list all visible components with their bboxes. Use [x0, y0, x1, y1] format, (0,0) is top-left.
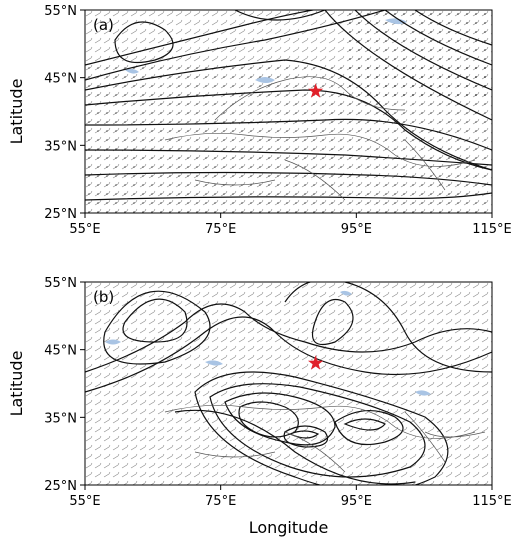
- y-tick-label: 45°N: [44, 72, 77, 87]
- x-tick-label: 55°E: [69, 222, 100, 237]
- site-marker: [308, 83, 324, 98]
- x-tick-label: 115°E: [472, 222, 512, 237]
- x-tick-label: 55°E: [69, 494, 100, 509]
- x-tick-label: 95°E: [341, 494, 372, 509]
- y-tick-label: 45°N: [44, 344, 77, 359]
- y-tick-label: 25°N: [44, 207, 77, 222]
- y-axis-label: Latitude: [7, 351, 26, 417]
- site-marker: [308, 355, 324, 370]
- y-tick-label: 35°N: [44, 411, 77, 426]
- y-tick-label: 55°N: [44, 276, 77, 291]
- x-tick-label: 115°E: [472, 494, 512, 509]
- x-tick-label: 75°E: [205, 222, 236, 237]
- map-frame: [84, 281, 493, 486]
- panel-label: (a): [93, 16, 114, 34]
- x-tick-label: 95°E: [341, 222, 372, 237]
- x-axis-label: Longitude: [249, 518, 329, 537]
- panel-label: (b): [93, 288, 114, 306]
- panel-a-field: [85, 10, 492, 213]
- y-tick-label: 25°N: [44, 479, 77, 494]
- y-axis-label: Latitude: [7, 79, 26, 145]
- y-tick-label: 35°N: [44, 139, 77, 154]
- x-tick-label: 75°E: [205, 494, 236, 509]
- map-frame: [84, 9, 493, 214]
- y-tick-label: 55°N: [44, 4, 77, 19]
- panel-b-field: [85, 282, 492, 485]
